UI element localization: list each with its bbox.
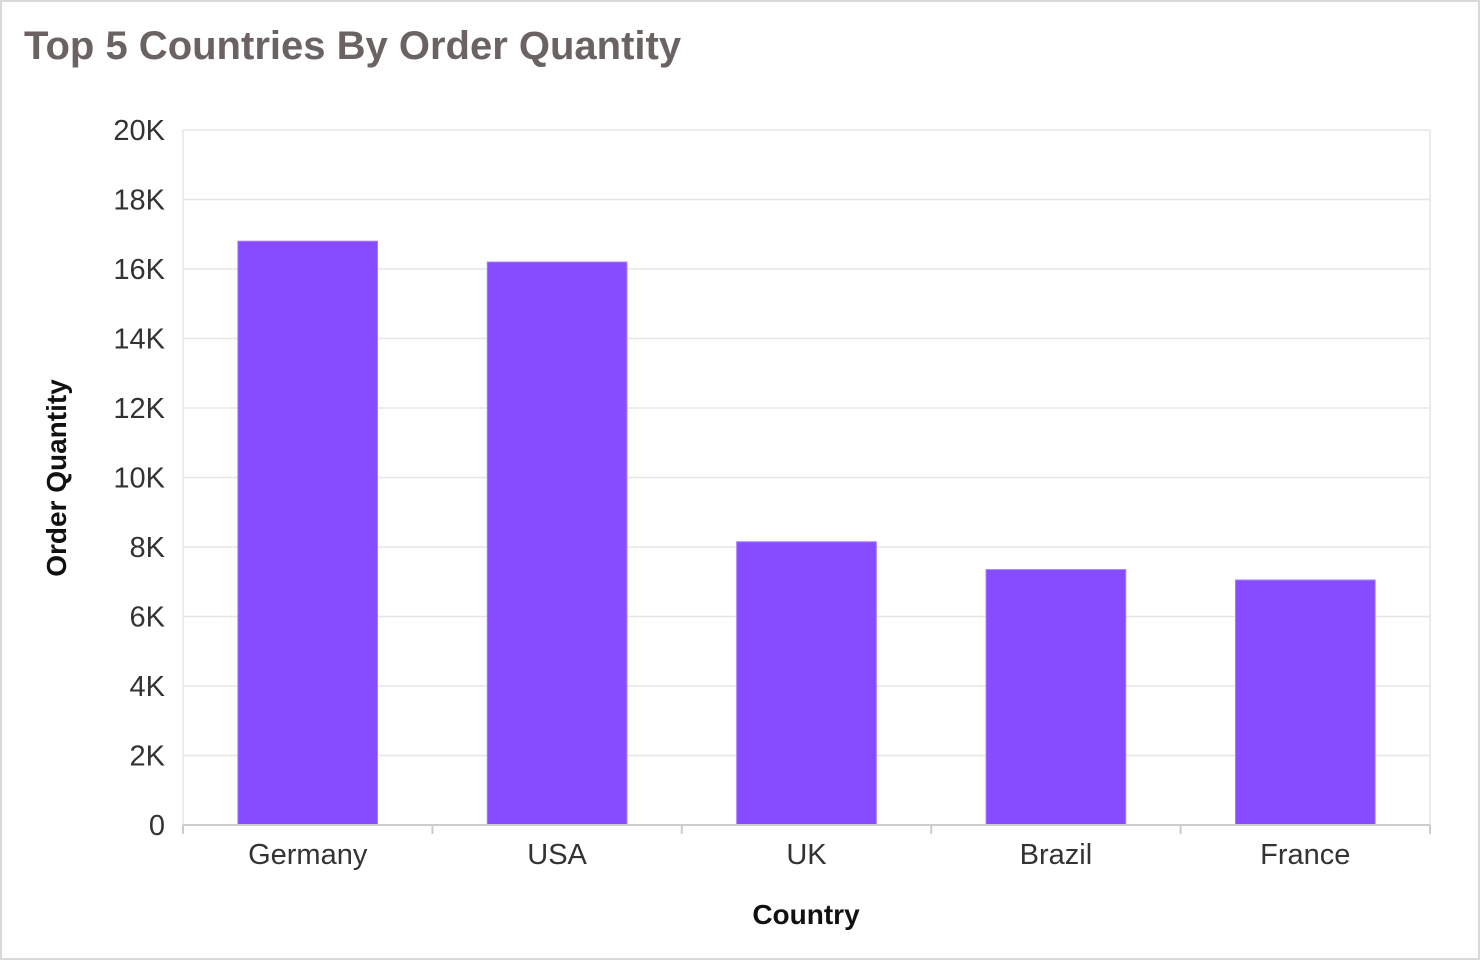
- y-tick-label: 14K: [113, 324, 165, 356]
- y-tick-label: 4K: [130, 671, 166, 703]
- x-tick-label: France: [1260, 839, 1350, 871]
- y-axis-title: Order Quantity: [41, 379, 72, 577]
- axes: [182, 130, 1431, 834]
- y-tick-labels: 0 2K 4K 6K 8K 10K 12K 14K 16K 18K 20K: [113, 115, 165, 842]
- y-tick-label: 2K: [130, 741, 166, 773]
- x-axis-title: Country: [752, 899, 860, 930]
- y-tick-label: 0: [149, 810, 165, 842]
- bar-germany: [237, 240, 379, 826]
- x-tick-label: UK: [786, 839, 827, 871]
- bar-brazil: [985, 569, 1127, 826]
- bar-usa: [486, 261, 628, 826]
- y-tick-label: 20K: [113, 115, 165, 147]
- x-tick-label: USA: [527, 839, 587, 871]
- y-tick-label: 6K: [130, 602, 166, 634]
- bars: [237, 240, 1376, 826]
- chart-title: Top 5 Countries By Order Quantity: [24, 24, 682, 68]
- x-tick-label: Brazil: [1020, 839, 1093, 871]
- bar-france: [1234, 579, 1376, 826]
- y-tick-label: 16K: [113, 254, 165, 286]
- bar-uk: [736, 541, 877, 826]
- y-tick-label: 8K: [130, 532, 166, 564]
- y-tick-label: 18K: [113, 185, 165, 217]
- x-tick-labels: Germany USA UK Brazil France: [248, 839, 1350, 871]
- y-tick-label: 12K: [113, 393, 165, 425]
- y-tick-label: 10K: [113, 463, 165, 495]
- x-tick-label: Germany: [248, 839, 368, 871]
